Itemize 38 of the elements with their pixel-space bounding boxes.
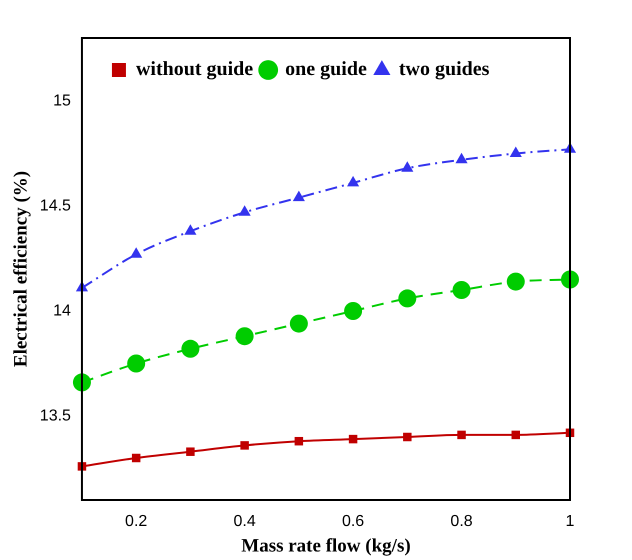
point — [181, 340, 200, 358]
y-tick-label: 15 — [53, 92, 72, 110]
point — [127, 354, 146, 372]
point — [236, 327, 254, 346]
point — [398, 289, 416, 308]
point — [347, 176, 360, 186]
point — [457, 430, 466, 440]
x-axis-title: Mass rate flow (kg/s) — [241, 536, 411, 557]
point — [510, 146, 522, 157]
x-tick-label: 0.4 — [234, 513, 256, 530]
point — [344, 302, 362, 320]
point — [506, 272, 525, 291]
y-tick-label: 14.5 — [40, 197, 72, 214]
point — [403, 432, 412, 442]
point — [294, 436, 304, 446]
x-tick-label: 0.6 — [342, 513, 364, 530]
point — [240, 441, 249, 450]
point — [290, 314, 308, 333]
x-tick-label: 1 — [566, 513, 575, 530]
point — [184, 224, 196, 235]
legend-label: one guide — [285, 58, 367, 80]
point — [238, 205, 251, 216]
point — [348, 434, 358, 444]
legend-label: without guide — [136, 58, 254, 80]
point — [512, 430, 520, 440]
point — [401, 161, 414, 172]
y-tick-label: 13.5 — [40, 407, 72, 424]
y-axis-title: Electrical efficiency (%) — [10, 170, 32, 368]
point — [186, 447, 195, 456]
point — [130, 247, 142, 258]
point — [452, 281, 471, 299]
x-tick-label: 0.8 — [450, 513, 473, 530]
x-tick-label: 0.2 — [125, 513, 148, 530]
point — [132, 454, 140, 462]
point — [455, 152, 468, 164]
legend-label: two guides — [398, 58, 490, 80]
point — [292, 190, 305, 202]
y-tick-label: 14 — [53, 302, 72, 320]
